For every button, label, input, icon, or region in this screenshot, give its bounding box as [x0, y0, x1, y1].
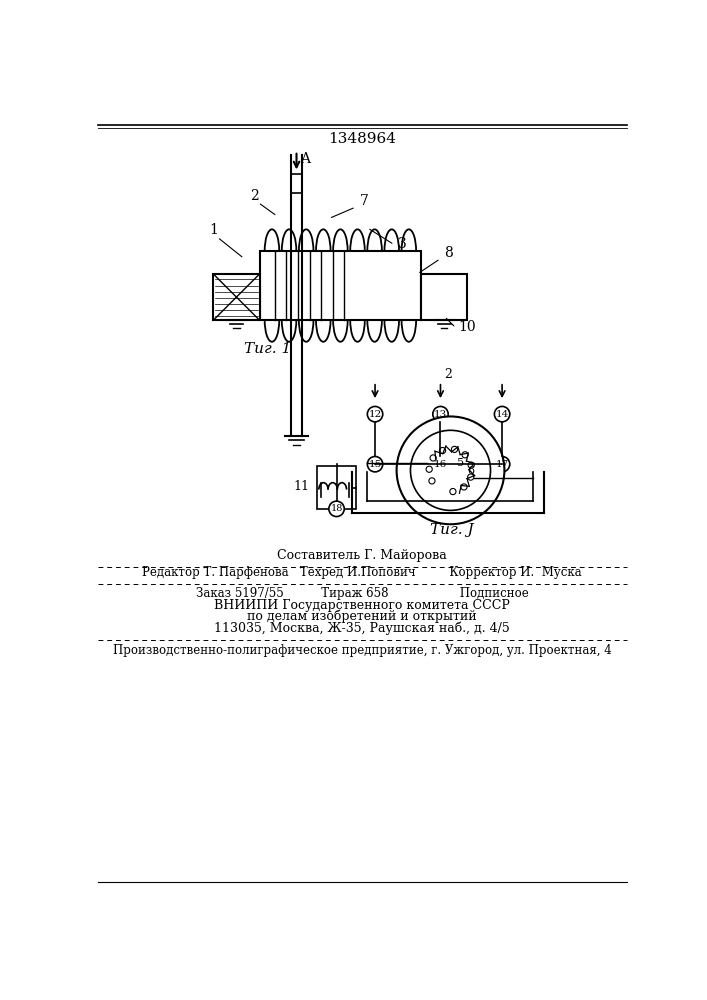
Text: 8: 8 — [444, 246, 453, 260]
Text: Редактор Т. Парфенова   Техред И.Попович         Корректор И.  Муска: Редактор Т. Парфенова Техред И.Попович К… — [142, 566, 582, 579]
Circle shape — [494, 406, 510, 422]
Circle shape — [368, 456, 382, 472]
Text: 113035, Москва, Ж-35, Раушская наб., д. 4/5: 113035, Москва, Ж-35, Раушская наб., д. … — [214, 621, 510, 635]
Circle shape — [433, 456, 448, 472]
Bar — [291, 174, 302, 193]
Text: 11: 11 — [294, 480, 310, 493]
Text: 14: 14 — [496, 410, 509, 419]
Bar — [317, 466, 356, 509]
Text: 12: 12 — [368, 410, 382, 419]
Circle shape — [433, 406, 448, 422]
Text: Заказ 5197/55          Тираж 658                   Подписное: Заказ 5197/55 Тираж 658 Подписное — [196, 587, 528, 600]
Text: ВНИИПИ Государственного комитета СССР: ВНИИПИ Государственного комитета СССР — [214, 599, 510, 612]
Circle shape — [397, 416, 504, 524]
Circle shape — [329, 501, 344, 517]
Text: 17: 17 — [496, 460, 509, 469]
Text: 16: 16 — [434, 460, 447, 469]
Text: 18: 18 — [330, 504, 343, 513]
Bar — [421, 274, 467, 320]
Text: Τиг. J: Τиг. J — [431, 523, 474, 537]
Text: 13: 13 — [434, 410, 447, 419]
Text: по делам изобретений и открытий: по делам изобретений и открытий — [247, 610, 477, 623]
Text: 2: 2 — [250, 189, 259, 203]
Bar — [214, 274, 259, 320]
Text: 5: 5 — [457, 458, 464, 468]
Text: 1348964: 1348964 — [328, 132, 396, 146]
Circle shape — [411, 430, 491, 510]
Text: 3: 3 — [398, 237, 407, 251]
Text: A: A — [300, 152, 310, 166]
Text: 2: 2 — [444, 368, 452, 381]
Text: 7: 7 — [360, 194, 368, 208]
Text: 1: 1 — [209, 223, 218, 237]
Bar — [259, 251, 421, 320]
Circle shape — [368, 406, 382, 422]
Circle shape — [494, 456, 510, 472]
Text: Составитель Г. Майорова: Составитель Г. Майорова — [277, 549, 447, 562]
Text: Τиг. 1: Τиг. 1 — [244, 342, 291, 356]
Text: Производственно-полиграфическое предприятие, г. Ужгород, ул. Проектная, 4: Производственно-полиграфическое предприя… — [112, 644, 612, 657]
Text: 10: 10 — [458, 320, 476, 334]
Text: 15: 15 — [368, 460, 382, 469]
Text: 6: 6 — [467, 466, 474, 476]
